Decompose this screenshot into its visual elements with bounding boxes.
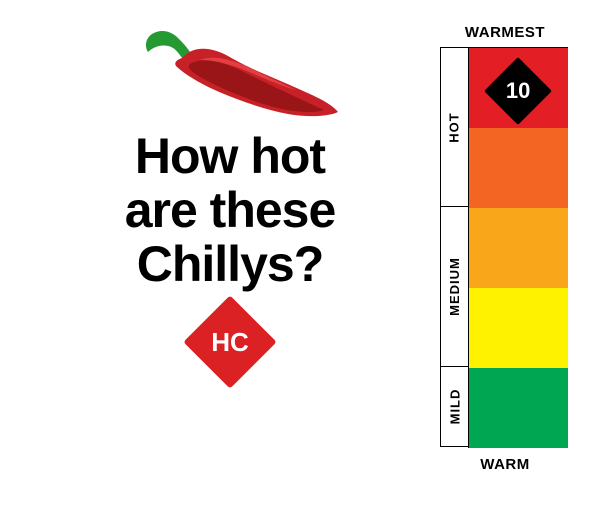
scale-side-cell-1: MEDIUM [440,207,468,367]
chilli-icon [120,30,340,135]
left-panel: How hot are these Chillys? HC [60,30,400,375]
scale-side-label-0: HOT [447,112,462,142]
scale-side-label-2: MILD [447,389,462,425]
heat-scale: WARMEST HOT MEDIUM MILD WARM 10 [440,24,570,473]
scale-top-label: WARMEST [440,24,570,41]
logo-diamond: HC [197,309,263,375]
scale-segment-4 [469,368,568,448]
heading: How hot are these Chillys? [60,129,400,291]
scale-bottom-label: WARM [440,456,570,473]
scale-side-cell-0: HOT [440,47,468,207]
scale-side-label-1: MEDIUM [447,257,462,316]
scale-segment-2 [469,208,568,288]
scale-side-labels: HOT MEDIUM MILD [440,47,468,448]
logo-text: HC [197,309,263,375]
heading-line1: How hot [135,128,325,184]
heading-line2: are these [125,182,336,238]
scale-segment-3 [469,288,568,368]
scale-marker-value: 10 [506,78,530,104]
scale-segment-1 [469,128,568,208]
heading-line3: Chillys? [137,236,323,292]
scale-side-cell-2: MILD [440,367,468,447]
